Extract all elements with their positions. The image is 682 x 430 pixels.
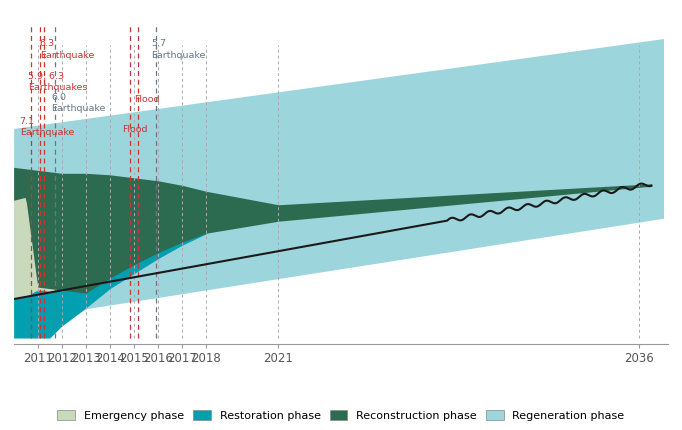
Text: 6.0
Earthquake: 6.0 Earthquake (51, 93, 105, 114)
Text: 7.1
Earthquake: 7.1 Earthquake (20, 117, 74, 137)
Text: Flood: Flood (134, 95, 160, 104)
Legend: Emergency phase, Restoration phase, Reconstruction phase, Regeneration phase: Emergency phase, Restoration phase, Reco… (53, 406, 629, 426)
Text: 5.9, 6.3
Earthquakes: 5.9, 6.3 Earthquakes (28, 72, 87, 92)
Text: Flood: Flood (122, 126, 147, 134)
Text: 5.7
Earthquake: 5.7 Earthquake (151, 40, 206, 59)
Text: 6.3
Earthquake: 6.3 Earthquake (40, 40, 94, 59)
